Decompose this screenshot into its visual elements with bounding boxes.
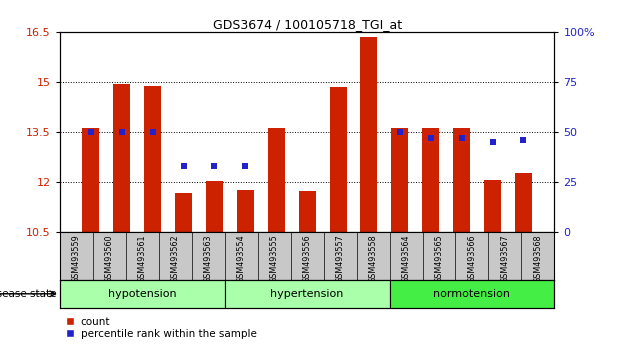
Text: GSM493557: GSM493557	[336, 234, 345, 283]
Bar	[484, 179, 501, 232]
Text: GSM493566: GSM493566	[467, 234, 476, 283]
Title: GDS3674 / 100105718_TGI_at: GDS3674 / 100105718_TGI_at	[212, 18, 402, 31]
Text: GSM493559: GSM493559	[72, 234, 81, 283]
Bar	[299, 191, 316, 232]
Bar	[206, 181, 223, 232]
Text: hypertension: hypertension	[270, 289, 344, 299]
Bar	[453, 128, 470, 232]
Bar	[515, 172, 532, 232]
Bar	[360, 37, 377, 232]
Text: GSM493565: GSM493565	[435, 234, 444, 283]
Text: GSM493555: GSM493555	[270, 234, 278, 283]
Text: GSM493562: GSM493562	[171, 234, 180, 283]
Bar	[175, 193, 192, 232]
Text: GSM493556: GSM493556	[302, 234, 312, 283]
Bar	[329, 87, 346, 232]
Text: GSM493564: GSM493564	[401, 234, 411, 283]
Bar	[391, 128, 408, 232]
Text: GSM493568: GSM493568	[534, 234, 542, 283]
Legend: count, percentile rank within the sample: count, percentile rank within the sample	[65, 317, 256, 339]
Text: GSM493554: GSM493554	[237, 234, 246, 283]
Text: GSM493561: GSM493561	[138, 234, 147, 283]
Text: normotension: normotension	[433, 289, 510, 299]
Bar	[422, 128, 439, 232]
Text: GSM493560: GSM493560	[105, 234, 114, 283]
Bar	[60, 280, 225, 308]
Bar	[237, 190, 254, 232]
Text: GSM493558: GSM493558	[369, 234, 377, 283]
Text: disease state: disease state	[0, 289, 57, 299]
Text: GSM493567: GSM493567	[500, 234, 510, 283]
Text: GSM493563: GSM493563	[203, 234, 213, 283]
Bar	[113, 84, 130, 232]
Bar	[268, 128, 285, 232]
Text: hypotension: hypotension	[108, 289, 176, 299]
Bar	[225, 280, 389, 308]
Bar	[83, 128, 100, 232]
Bar	[144, 86, 161, 232]
Bar	[389, 280, 554, 308]
